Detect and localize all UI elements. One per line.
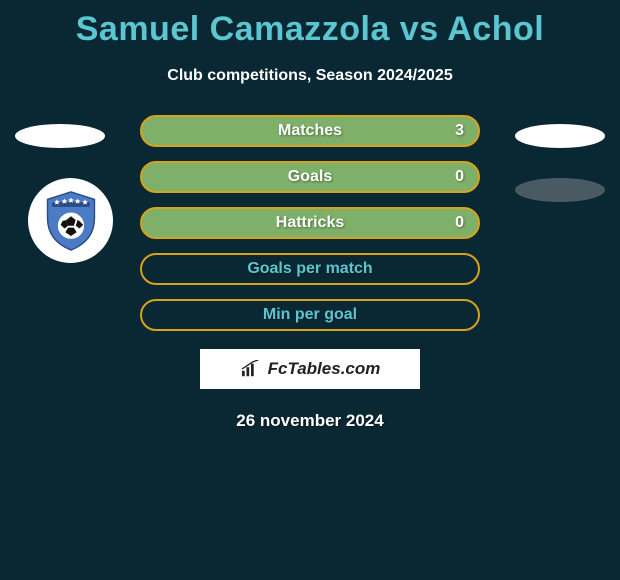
stat-label: Min per goal	[263, 306, 357, 324]
player-left-marker	[15, 124, 105, 148]
stat-right-value: 0	[455, 168, 464, 186]
stat-row-matches: Matches 3	[140, 115, 480, 147]
shield-icon	[40, 190, 102, 252]
club-badge	[28, 178, 113, 263]
stat-row-goals-per-match: Goals per match	[140, 253, 480, 285]
chart-icon	[240, 360, 262, 378]
stat-label: Hattricks	[276, 214, 344, 232]
stat-row-min-per-goal: Min per goal	[140, 299, 480, 331]
date-text: 26 november 2024	[0, 411, 620, 431]
stat-right-value: 0	[455, 214, 464, 232]
player-right-marker-2	[515, 178, 605, 202]
stat-right-value: 3	[455, 122, 464, 140]
branding-box[interactable]: FcTables.com	[200, 349, 420, 389]
stat-row-hattricks: Hattricks 0	[140, 207, 480, 239]
stat-label: Matches	[278, 122, 342, 140]
stat-row-goals: Goals 0	[140, 161, 480, 193]
stat-label: Goals	[288, 168, 332, 186]
branding-text: FcTables.com	[268, 359, 381, 379]
page-subtitle: Club competitions, Season 2024/2025	[0, 67, 620, 85]
stat-label: Goals per match	[247, 260, 372, 278]
page-title: Samuel Camazzola vs Achol	[0, 0, 620, 49]
player-right-marker	[515, 124, 605, 148]
